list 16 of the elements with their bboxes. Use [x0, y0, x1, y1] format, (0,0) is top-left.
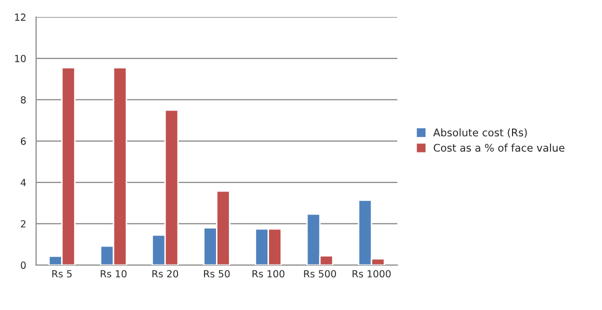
legend-label: Absolute cost (Rs) [433, 128, 527, 138]
y-tick-label: 2 [20, 220, 26, 228]
x-tick-label: Rs 100 [252, 270, 284, 278]
x-tick-label: Rs 50 [204, 270, 230, 278]
x-tick-label: Rs 5 [52, 270, 72, 278]
legend-label: Cost as a % of face value [434, 144, 564, 152]
y-tick-label: 12 [15, 14, 26, 21]
y-tick-label: 0 [20, 262, 26, 269]
x-tick-label: Rs 10 [100, 270, 127, 278]
y-tick-label: 6 [20, 138, 26, 145]
x-tick-label: Rs 20 [152, 270, 178, 278]
y-tick-label: 10 [15, 54, 26, 62]
y-tick-label: 4 [20, 178, 26, 186]
y-tick-label: 8 [20, 96, 26, 104]
x-tick-label: Rs 500 [304, 270, 336, 278]
x-tick-label: Rs 1000 [352, 270, 391, 278]
